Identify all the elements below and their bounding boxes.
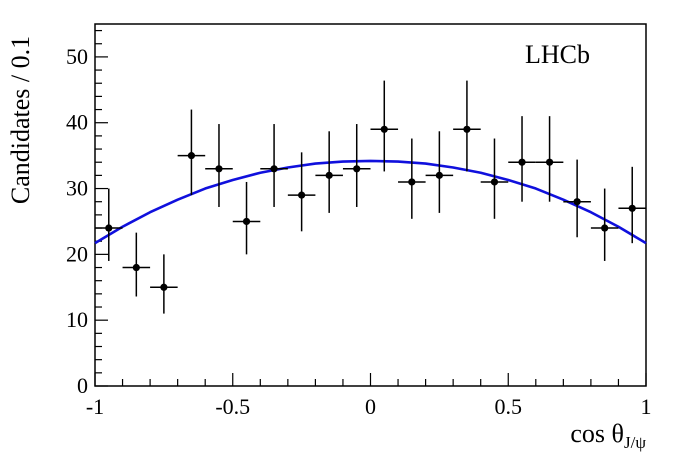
y-tick-label: 30 xyxy=(66,176,88,201)
data-point xyxy=(95,188,123,261)
data-points-layer xyxy=(95,80,646,314)
x-tick-labels: -1 -0.5 0 0.5 1 xyxy=(86,394,652,419)
x-tick-label: 1 xyxy=(641,394,652,419)
y-tick-label: 50 xyxy=(66,44,88,69)
data-point-marker xyxy=(628,204,636,212)
data-point xyxy=(590,188,619,261)
x-tick-label: 0.5 xyxy=(495,394,523,419)
data-point-marker xyxy=(105,224,113,232)
data-point-marker xyxy=(463,125,471,133)
y-tick-label: 0 xyxy=(77,373,88,398)
data-point-marker xyxy=(325,171,333,179)
x-tick-label: -1 xyxy=(86,394,104,419)
data-point-marker xyxy=(490,178,499,186)
data-point xyxy=(398,138,426,219)
data-point xyxy=(342,124,371,207)
data-point xyxy=(315,131,343,213)
data-point-marker xyxy=(601,224,609,232)
y-tick-label: 10 xyxy=(66,307,88,332)
data-point-marker xyxy=(160,283,168,291)
data-point-marker xyxy=(573,198,581,206)
data-point xyxy=(563,159,591,238)
data-point xyxy=(260,124,288,207)
data-point-marker xyxy=(242,217,251,226)
fit-curve xyxy=(94,159,647,245)
data-point xyxy=(535,116,564,202)
data-point-marker xyxy=(215,165,223,173)
data-point-marker xyxy=(187,152,196,160)
y-tick-label: 40 xyxy=(66,110,88,135)
data-point-marker xyxy=(298,191,306,199)
data-point xyxy=(287,152,316,232)
data-point-marker xyxy=(380,125,388,133)
data-point xyxy=(150,254,178,314)
data-point xyxy=(205,124,233,207)
data-point xyxy=(453,80,481,172)
data-point xyxy=(232,181,261,255)
y-tick-label: 20 xyxy=(66,241,88,266)
data-point xyxy=(177,109,206,196)
data-point-marker xyxy=(518,158,526,166)
data-point xyxy=(508,116,536,202)
data-point-marker xyxy=(435,171,443,179)
data-point xyxy=(370,80,399,172)
x-tick-label: 0 xyxy=(365,394,376,419)
x-axis-label: cos θJ/ψ xyxy=(570,419,646,452)
data-point-marker xyxy=(545,158,554,166)
experiment-label: LHCb xyxy=(525,40,590,69)
data-point-marker xyxy=(270,165,278,173)
x-tick-label: -0.5 xyxy=(215,394,250,419)
axis-ticks xyxy=(94,29,647,387)
data-point xyxy=(618,166,646,244)
data-point xyxy=(122,232,151,297)
data-point-marker xyxy=(132,263,140,272)
data-point xyxy=(425,131,454,213)
data-point-marker xyxy=(408,178,416,186)
y-axis-label: Candidates / 0.1 xyxy=(6,36,35,204)
y-tick-labels: 0 10 20 30 40 50 xyxy=(66,44,88,398)
data-point xyxy=(480,138,509,219)
fit-curve-layer xyxy=(94,159,647,245)
plot-frame xyxy=(94,23,647,387)
x-axis-label-subscript: J/ψ xyxy=(624,433,646,452)
x-axis-label-main: cos θ xyxy=(570,419,624,448)
data-point-marker xyxy=(353,165,361,173)
